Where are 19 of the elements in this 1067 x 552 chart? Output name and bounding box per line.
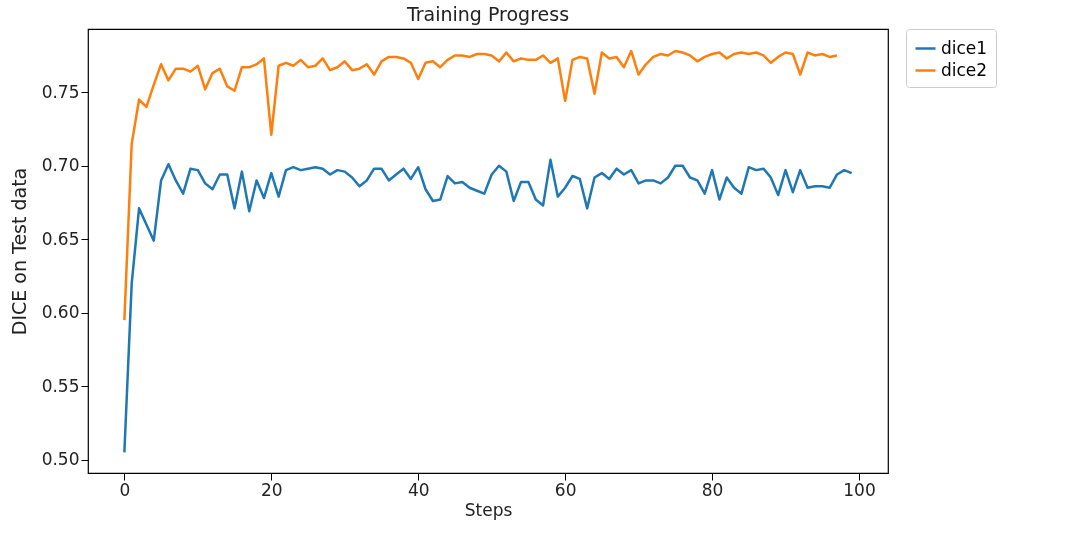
y-tick-label: 0.75 xyxy=(41,81,80,102)
y-tick-label: 0.55 xyxy=(41,375,80,396)
x-tick-label: 20 xyxy=(260,479,283,500)
x-tick-label: 60 xyxy=(554,479,577,500)
x-tick-label: 0 xyxy=(119,479,131,500)
legend-label: dice2 xyxy=(941,59,988,80)
line-series xyxy=(123,49,839,322)
x-tick-label: 40 xyxy=(407,479,430,500)
y-tick-label: 0.50 xyxy=(41,449,80,470)
line-series xyxy=(123,158,853,454)
x-tick-label: 100 xyxy=(843,479,876,500)
y-tick-label: 0.70 xyxy=(41,155,80,176)
x-tick-label: 80 xyxy=(701,479,724,500)
x-axis-title: Steps xyxy=(464,499,513,520)
y-tick-label: 0.60 xyxy=(41,302,80,323)
chart-title: Training Progress xyxy=(405,2,570,25)
legend-label: dice1 xyxy=(941,37,988,58)
y-axis-title: DICE on Test data xyxy=(7,167,30,336)
y-tick-label: 0.65 xyxy=(41,228,80,249)
